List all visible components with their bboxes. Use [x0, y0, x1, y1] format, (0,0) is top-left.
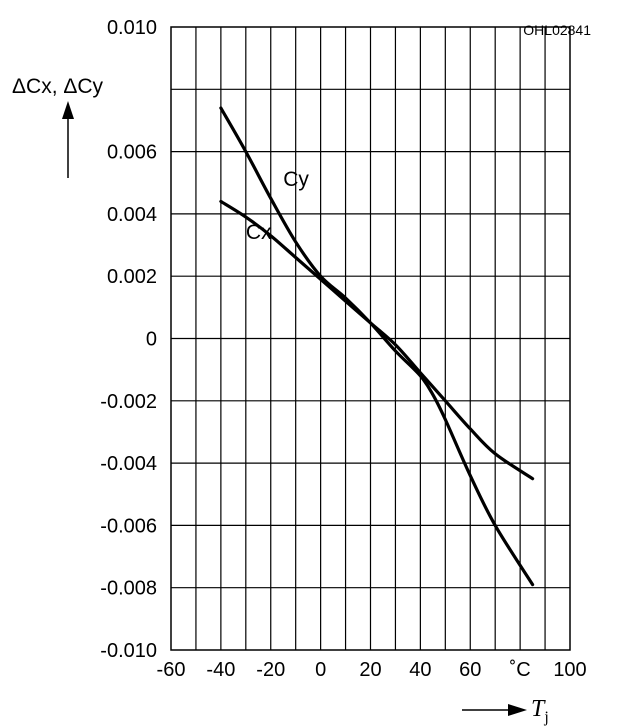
x-tick-label: -20: [256, 659, 285, 681]
x-tick-label: 0: [315, 659, 326, 681]
x-tick-label: 20: [359, 659, 381, 681]
y-tick-label: 0.006: [107, 142, 157, 164]
x-tick-label: 60: [459, 659, 481, 681]
y-tick-label: -0.002: [100, 391, 157, 413]
series-line-cy: [219, 106, 535, 587]
series-label-cx: Cx: [246, 221, 272, 244]
y-tick-labels: 0.010 0.006 0.004 0.002 0 -0.002 -0.004 -0.006 -…: [100, 17, 157, 662]
y-tick-label: -0.008: [100, 578, 157, 600]
y-tick-label: -0.004: [100, 453, 157, 475]
plot-frame: [170, 26, 571, 651]
y-axis-arrow: [62, 101, 74, 178]
y-tick-label: -0.010: [100, 640, 157, 662]
x-tick-label: 100: [553, 659, 586, 681]
x-tick-label: -60: [157, 659, 186, 681]
figure-code: OHL02841: [523, 22, 591, 38]
series-label-cy: Cy: [283, 168, 309, 191]
y-tick-label: 0.002: [107, 266, 157, 288]
x-axis-arrow: [462, 704, 527, 716]
y-axis-label: ΔCx, ΔCy: [12, 75, 104, 98]
series-layer: Cx Cy: [219, 106, 535, 587]
x-tick-label: ˚C: [510, 659, 531, 681]
y-tick-label: -0.006: [100, 515, 157, 537]
x-tick-labels: -60 -40 -20 0 20 40 60 ˚C 100: [157, 659, 587, 681]
grid: [171, 27, 570, 650]
x-tick-label: -40: [206, 659, 235, 681]
y-tick-label: 0: [146, 329, 157, 351]
y-tick-label: 0.010: [107, 17, 157, 39]
x-tick-label: 40: [409, 659, 431, 681]
x-axis-label: Tj: [531, 696, 549, 726]
y-tick-label: 0.004: [107, 204, 157, 226]
